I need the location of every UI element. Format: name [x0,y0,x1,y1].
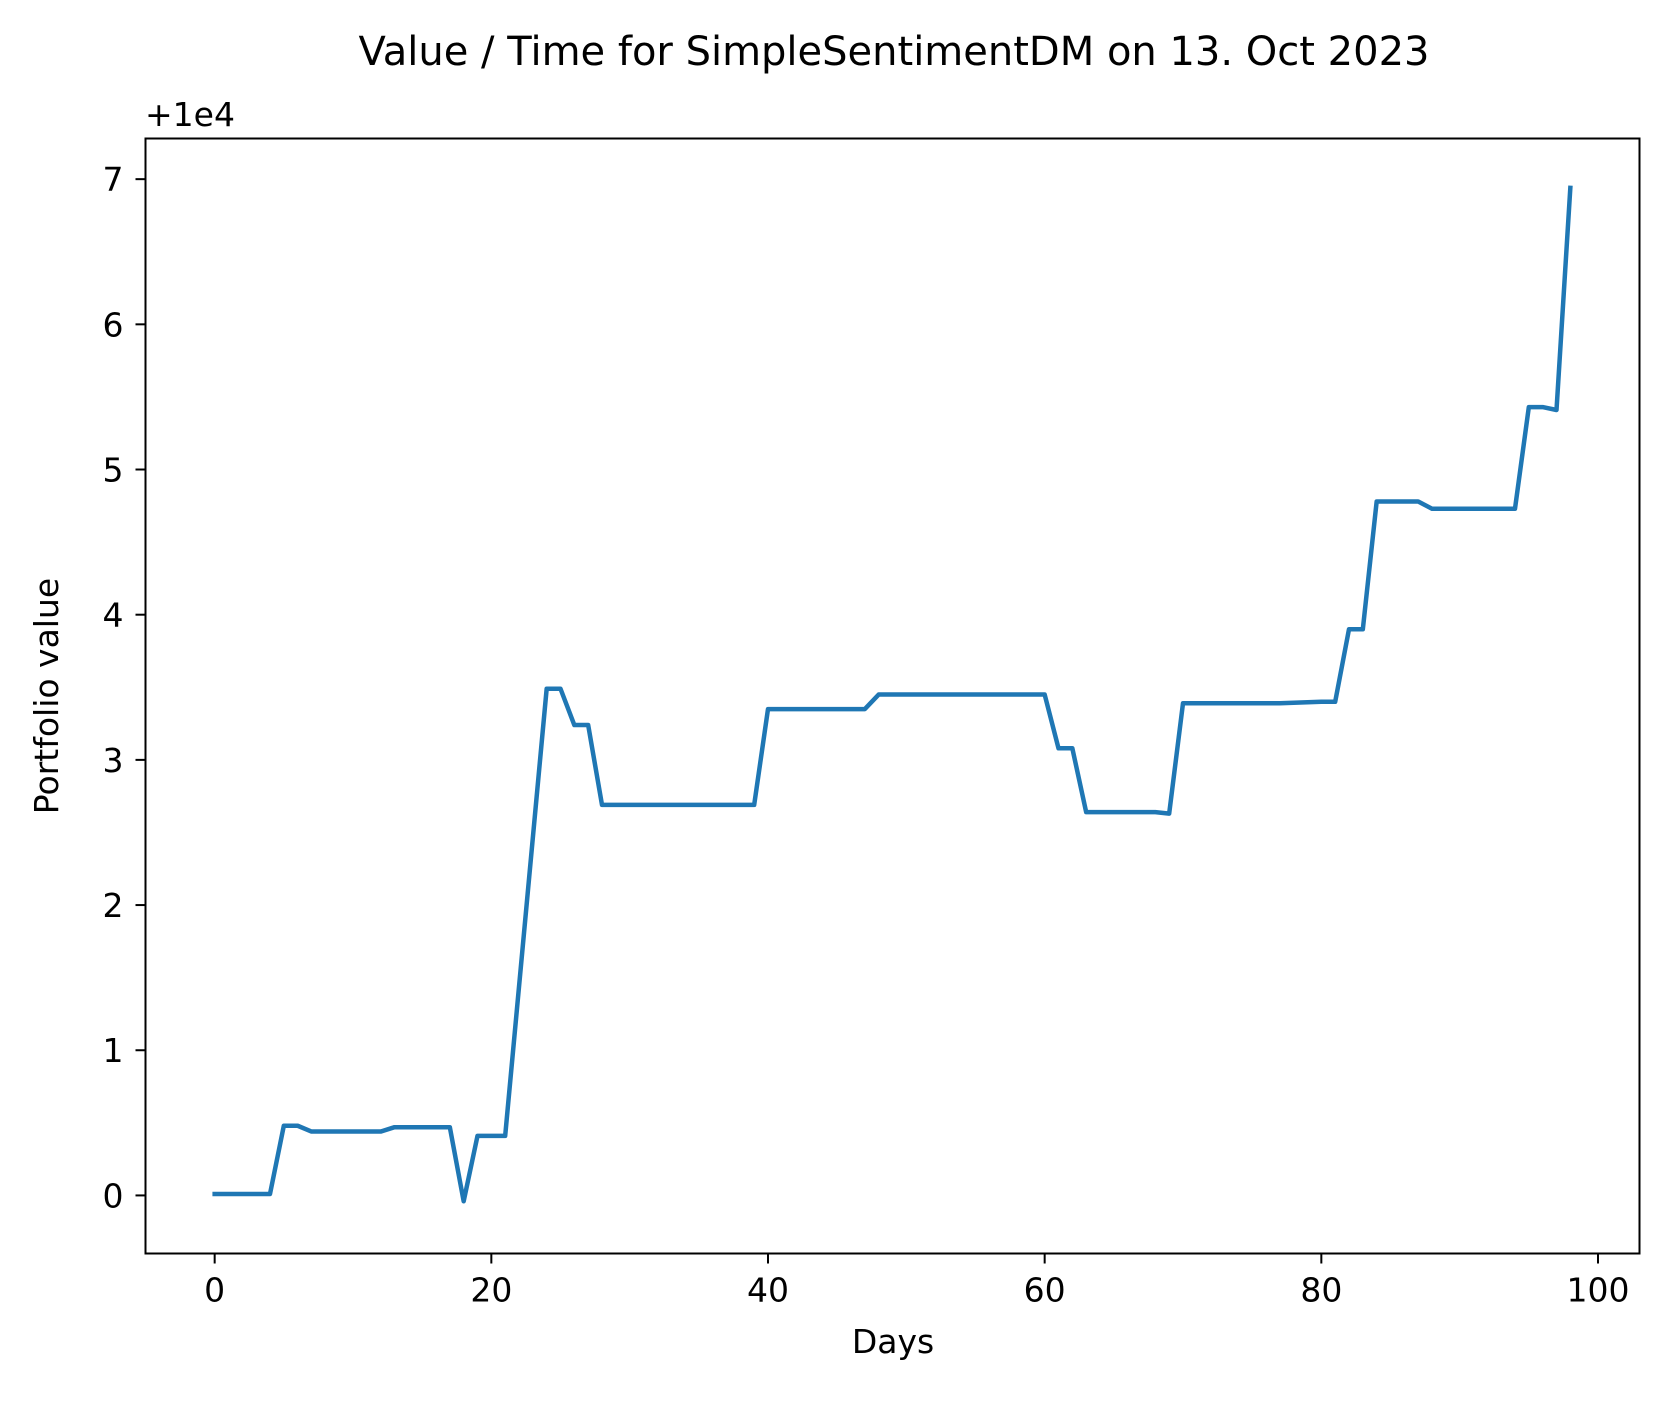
y-tick-label: 3 [103,741,124,780]
y-axis-ticks: 0 1 2 3 4 5 6 7 [103,160,146,1215]
x-tick-label: 20 [470,1271,512,1310]
plot-frame [144,137,1641,1255]
x-tick-label: 60 [1024,1271,1066,1310]
x-tick-label: 40 [747,1271,789,1310]
y-tick-label: 6 [103,305,124,344]
x-tick-label: 100 [1567,1271,1630,1310]
y-tick-label: 7 [103,160,124,199]
x-axis-ticks: 0 20 40 60 80 100 [204,1253,1630,1310]
y-tick-label: 4 [103,596,124,635]
series-line-group [212,185,1573,1204]
y-axis-label: Portfolio value [27,578,66,814]
y-offset-label: +1e4 [145,95,235,134]
y-tick-label: 2 [103,886,124,925]
x-axis-label: Days [852,1322,934,1361]
y-tick-label: 0 [103,1176,124,1215]
y-tick-label: 1 [103,1031,124,1070]
y-tick-label: 5 [103,451,124,490]
portfolio-value-line [212,185,1573,1204]
x-tick-label: 80 [1300,1271,1342,1310]
x-tick-label: 0 [204,1271,225,1310]
chart-title: Value / Time for SimpleSentimentDM on 13… [359,29,1430,75]
